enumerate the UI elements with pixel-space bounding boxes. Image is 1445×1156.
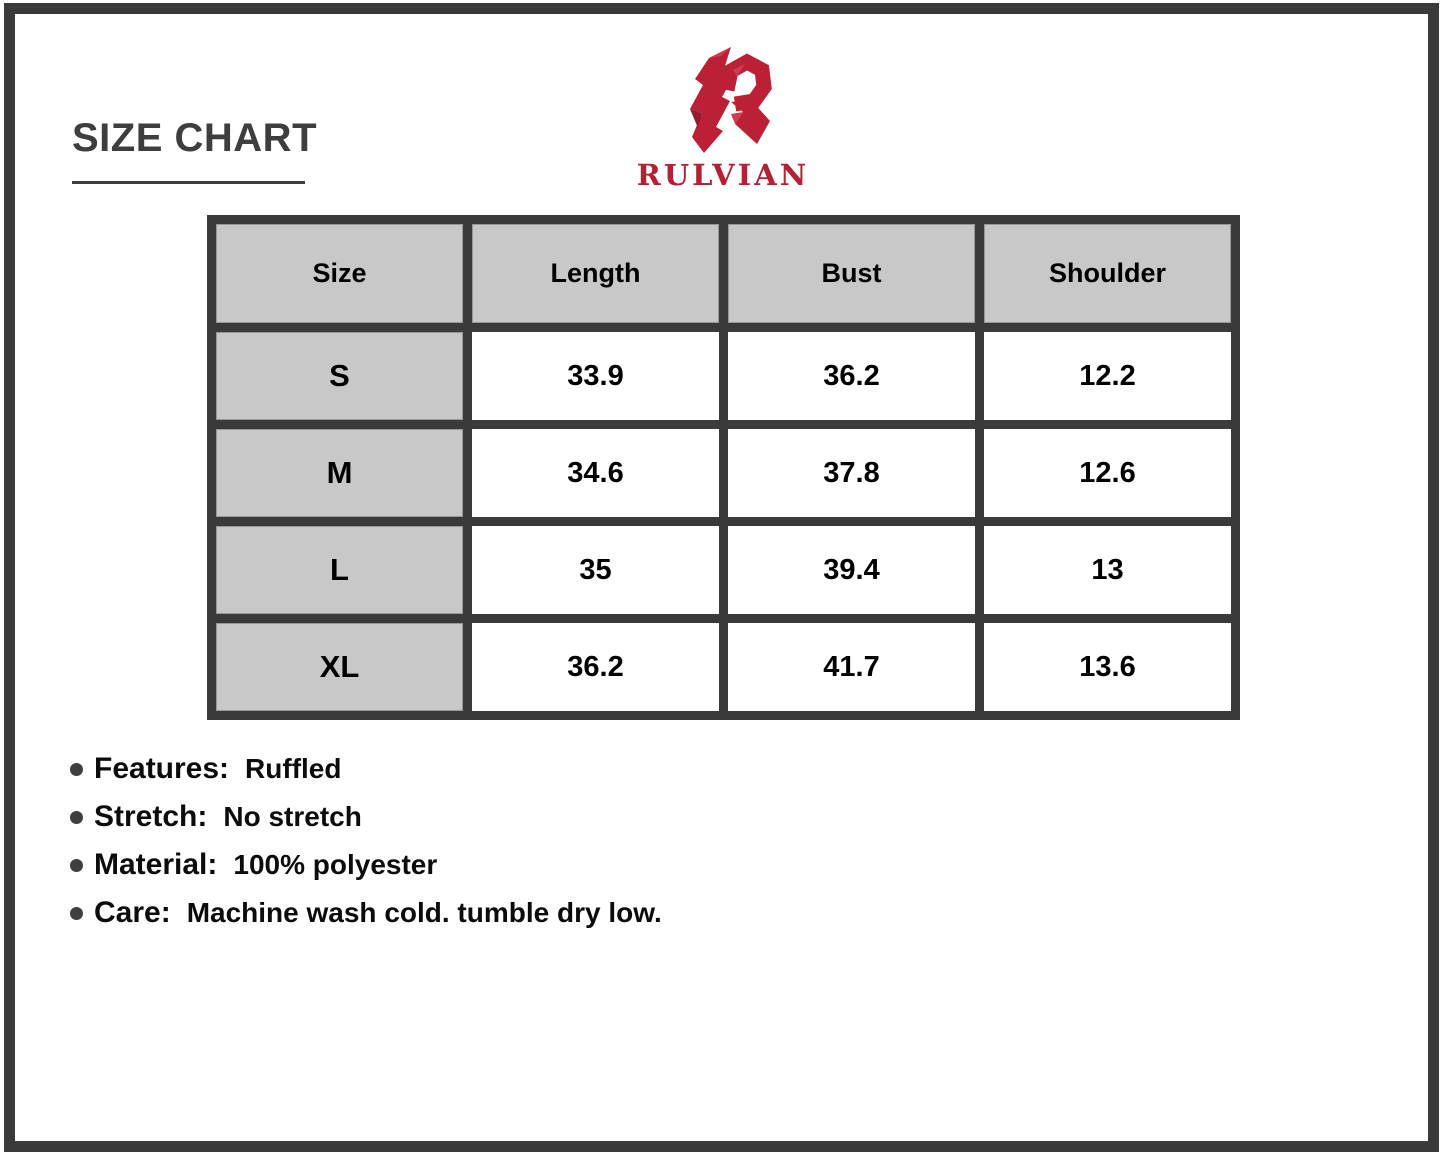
title-underline (72, 181, 305, 184)
length-cell: 34.6 (472, 429, 719, 517)
detail-label: Material: (94, 848, 218, 881)
detail-value: No stretch (223, 801, 362, 832)
bullet-icon (70, 858, 83, 872)
bust-cell: 39.4 (728, 526, 975, 614)
detail-value: 100% polyester (233, 849, 438, 880)
length-cell: 33.9 (472, 332, 719, 420)
page-title: SIZE CHART (72, 116, 317, 160)
detail-stretch: Stretch: No stretch (70, 797, 662, 837)
size-cell: L (216, 526, 463, 614)
bullet-icon (70, 906, 83, 920)
table-row-s: S 33.9 36.2 12.2 (216, 332, 1231, 420)
size-cell: XL (216, 623, 463, 711)
brand-name: RULVIAN (636, 158, 810, 192)
table-row-m: M 34.6 37.8 12.6 (216, 429, 1231, 517)
detail-label: Care: (94, 896, 171, 929)
shoulder-cell: 13 (984, 526, 1231, 614)
detail-label: Stretch: (94, 800, 208, 833)
bullet-icon (70, 810, 83, 824)
size-chart-table: Size Length Bust Shoulder S 33.9 36.2 12… (207, 215, 1240, 720)
shoulder-cell: 13.6 (984, 623, 1231, 711)
bullet-icon (70, 762, 83, 776)
brand-block: RULVIAN (622, 44, 824, 192)
column-header-shoulder: Shoulder (984, 224, 1231, 323)
table-row-xl: XL 36.2 41.7 13.6 (216, 623, 1231, 711)
detail-value: Machine wash cold. tumble dry low. (186, 897, 662, 928)
detail-value: Ruffled (245, 753, 342, 784)
shoulder-cell: 12.6 (984, 429, 1231, 517)
column-header-size: Size (216, 224, 463, 323)
detail-care: Care: Machine wash cold. tumble dry low. (70, 893, 662, 933)
length-cell: 35 (472, 526, 719, 614)
detail-label: Features: (94, 752, 230, 785)
column-header-bust: Bust (728, 224, 975, 323)
table-header-row: Size Length Bust Shoulder (216, 224, 1231, 323)
size-cell: M (216, 429, 463, 517)
table-row-l: L 35 39.4 13 (216, 526, 1231, 614)
bust-cell: 37.8 (728, 429, 975, 517)
column-header-length: Length (472, 224, 719, 323)
product-details-list: Features: Ruffled Stretch: No stretch Ma… (70, 749, 662, 941)
detail-material: Material: 100% polyester (70, 845, 662, 885)
length-cell: 36.2 (472, 623, 719, 711)
bust-cell: 41.7 (728, 623, 975, 711)
detail-features: Features: Ruffled (70, 749, 662, 789)
rulvian-r-logo-icon (690, 47, 772, 153)
shoulder-cell: 12.2 (984, 332, 1231, 420)
size-cell: S (216, 332, 463, 420)
bust-cell: 36.2 (728, 332, 975, 420)
